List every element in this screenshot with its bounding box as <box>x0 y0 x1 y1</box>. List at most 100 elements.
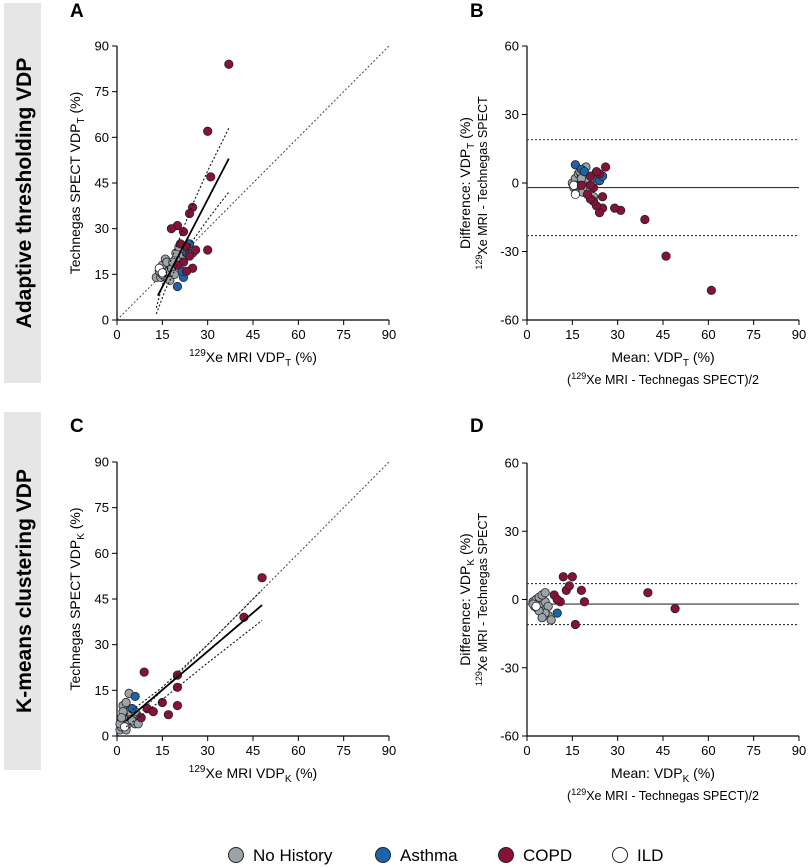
panel-a: A 0 15 30 45 60 75 90 0 15 30 45 60 75 90 129Xe MRI VDP… <box>67 1 396 369</box>
data-point-asthma <box>130 691 140 702</box>
data-point-copd <box>190 245 201 255</box>
data-point-copd <box>579 597 590 607</box>
data-point-copd <box>585 180 596 190</box>
y-tick-label-a: 90 <box>95 39 109 54</box>
panel-letter-d: D <box>470 416 484 437</box>
x-tick-label-b: 45 <box>656 327 670 342</box>
legend-item-asthma: Asthma <box>375 846 458 865</box>
y-tick-label-b: 30 <box>505 107 519 122</box>
x-tick-label-c: 45 <box>246 743 260 758</box>
x-tick-label-d: 90 <box>792 743 806 758</box>
x-tick-label-a: 90 <box>382 327 396 342</box>
x-tick-label-a: 30 <box>200 327 214 342</box>
data-point-no-history <box>540 588 550 598</box>
data-point-ild <box>531 601 541 611</box>
data-point-copd <box>706 285 716 295</box>
panel-letter-b: B <box>470 1 484 22</box>
y-tick-label-a: 30 <box>95 221 109 236</box>
data-point-copd <box>172 700 183 711</box>
data-point-copd <box>552 594 562 605</box>
data-point-copd <box>203 126 213 136</box>
y-tick-label-a: 45 <box>95 176 109 191</box>
x-axis-title-d: Mean: VDPK (%) <box>611 765 715 785</box>
data-point-no-history <box>121 697 131 708</box>
data-point-copd <box>570 619 580 630</box>
data-point-copd <box>172 670 183 680</box>
x-tick-label-c: 60 <box>291 743 305 758</box>
y-tick-label-c: 60 <box>95 546 109 561</box>
regression-line-a <box>157 158 230 297</box>
x-tick-label-d: 60 <box>701 743 715 758</box>
y-tick-label-a: 15 <box>95 267 109 282</box>
x-tick-label-a: 0 <box>113 327 120 342</box>
y-tick-label-b: 60 <box>505 39 519 54</box>
row-band-bottom <box>4 412 41 770</box>
y-tick-label-d: -30 <box>500 660 519 675</box>
legend-item-ild: ILD <box>612 846 663 865</box>
data-point-asthma <box>570 160 580 170</box>
data-point-copd <box>640 214 650 225</box>
data-point-copd <box>148 707 158 717</box>
data-point-copd <box>567 572 577 582</box>
panel-d: D 0 15 30 45 60 75 90 -60 -30 0 30 60 Mean: VDPK (%) (… <box>457 416 806 803</box>
legend-marker-no-history <box>228 847 244 863</box>
data-point-asthma <box>127 703 137 714</box>
x-tick-label-d: 45 <box>656 743 670 758</box>
x-tick-label-c: 0 <box>113 743 120 758</box>
data-point-copd <box>576 180 587 190</box>
y-tick-label-d: 60 <box>505 456 519 471</box>
data-point-no-history <box>546 615 556 625</box>
data-point-copd <box>203 245 213 255</box>
data-point-copd <box>184 251 195 261</box>
y-tick-label-b: 0 <box>512 176 519 191</box>
x-axis-title-b: Mean: VDPT (%) <box>611 349 714 369</box>
x-tick-label-b: 15 <box>565 327 579 342</box>
y-tick-label-d: -60 <box>500 729 519 744</box>
legend-item-no-history: No History <box>228 846 333 865</box>
x-tick-label-d: 0 <box>523 743 530 758</box>
legend-marker-asthma <box>375 847 391 863</box>
y-tick-label-c: 90 <box>95 455 109 470</box>
data-point-asthma <box>552 608 562 618</box>
y-tick-label-d: 30 <box>505 524 519 539</box>
panel-letter-c: C <box>70 416 84 437</box>
data-point-copd <box>597 192 608 202</box>
x-tick-label-b: 90 <box>792 327 806 342</box>
x-tick-label-b: 75 <box>746 327 760 342</box>
data-point-copd <box>206 172 216 182</box>
data-point-copd <box>600 162 611 172</box>
legend-marker-copd <box>498 847 514 863</box>
y-axis-subtitle-b: 129Xe MRI - Technegas SPECT <box>474 96 490 270</box>
y-tick-label-c: 30 <box>95 637 109 652</box>
data-point-copd <box>181 266 192 276</box>
panel-letter-a: A <box>70 1 84 22</box>
panel-c: C 0 15 30 45 60 75 90 0 15 30 45 60 75 90 129Xe MRI VDP… <box>67 416 396 785</box>
row-label-bottom: K-means clustering VDP <box>13 469 36 713</box>
x-tick-label-d: 75 <box>746 743 760 758</box>
data-point-copd <box>582 189 593 200</box>
data-point-asthma <box>579 166 590 177</box>
x-tick-label-a: 15 <box>155 327 169 342</box>
ci-lower-curve-a <box>155 191 230 315</box>
row-label-top: Adaptive thresholding VDP <box>13 58 36 329</box>
data-point-ild <box>570 189 580 200</box>
regression-line-c <box>125 604 263 722</box>
x-tick-label-b: 0 <box>523 327 530 342</box>
y-tick-label-d: 0 <box>512 592 519 607</box>
data-point-no-history <box>537 613 547 623</box>
data-point-copd <box>643 588 653 598</box>
data-point-copd <box>166 224 176 234</box>
x-axis-subtitle-b: (129Xe MRI - Technegas SPECT)/2 <box>567 371 759 387</box>
x-tick-label-a: 45 <box>246 327 260 342</box>
x-axis-subtitle-d: (129Xe MRI - Technegas SPECT)/2 <box>567 787 759 803</box>
data-point-copd <box>163 710 173 720</box>
y-tick-label-a: 0 <box>102 313 109 328</box>
data-point-no-history <box>169 269 180 279</box>
legend-label-no-history: No History <box>253 846 333 865</box>
data-point-copd <box>564 581 574 591</box>
y-tick-label-a: 75 <box>95 84 109 99</box>
x-tick-label-b: 30 <box>610 327 624 342</box>
x-tick-label-a: 60 <box>291 327 305 342</box>
data-point-ild <box>569 180 579 190</box>
y-axis-title-c: Technegas SPECT VDPK (%) <box>67 507 87 690</box>
